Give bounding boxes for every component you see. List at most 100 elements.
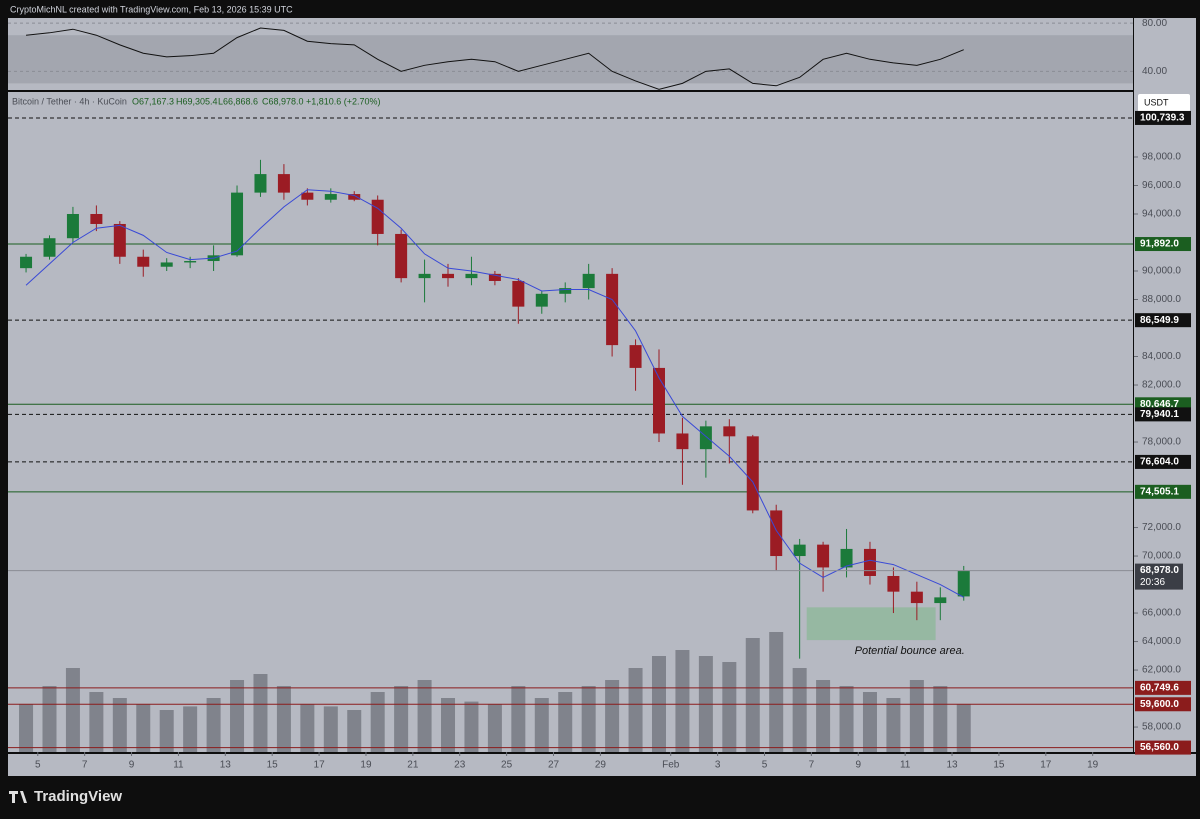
volume-bar — [792, 668, 807, 752]
y-tick-label: 66,000.0 — [1142, 608, 1181, 619]
volume-bar — [675, 650, 690, 752]
x-tick-label: 9 — [855, 760, 861, 771]
level-label: 76,604.0 — [1140, 457, 1179, 468]
candle-body — [699, 426, 712, 450]
candle-body — [676, 433, 689, 450]
x-tick-label: 17 — [1040, 760, 1052, 771]
volume-bar — [42, 686, 57, 752]
ohlc-low: L66,868.6 — [218, 96, 258, 106]
price-axis — [1134, 18, 1196, 752]
rsi-tick-label: 40.00 — [1142, 66, 1167, 77]
candle-body — [535, 293, 548, 307]
candle-body — [840, 548, 853, 568]
x-tick-label: 9 — [129, 760, 135, 771]
countdown: 20:36 — [1140, 577, 1165, 588]
candle-body — [43, 238, 56, 257]
rsi-line — [25, 27, 964, 90]
currency[interactable]: USDT — [1144, 97, 1169, 107]
credit: CryptoMichNL created with TradingView.co… — [10, 4, 293, 14]
level-label: 100,739.3 — [1140, 113, 1185, 124]
volume-bar — [112, 698, 127, 752]
candle-body — [418, 273, 431, 279]
candle-body — [652, 367, 665, 434]
candle-body — [817, 544, 830, 568]
candle-body — [160, 262, 173, 267]
volume-bar — [558, 692, 573, 752]
candle-body — [512, 280, 525, 307]
y-tick-label: 70,000.0 — [1142, 551, 1181, 562]
level-label: 79,940.1 — [1140, 409, 1179, 420]
ohlc-open: O67,167.3 — [132, 96, 174, 106]
x-tick-label: 7 — [809, 760, 815, 771]
candle-body — [20, 256, 33, 269]
level-label: 80,646.7 — [1140, 399, 1179, 410]
candle-body — [582, 273, 595, 289]
logo-icon — [9, 791, 27, 803]
candle-body — [629, 345, 642, 368]
currency-button[interactable] — [1138, 94, 1190, 112]
candle-body — [184, 261, 197, 263]
volume-bar — [230, 680, 245, 752]
y-tick-label: 72,000.0 — [1142, 522, 1181, 533]
symbol: Bitcoin / Tether · 4h · KuCoin — [12, 96, 127, 106]
level-badge — [1135, 313, 1191, 328]
level-label: 59,600.0 — [1140, 699, 1179, 710]
candle-body — [277, 174, 290, 193]
volume-bar — [159, 710, 174, 752]
x-tick-label: 19 — [1087, 760, 1099, 771]
volume-bar — [534, 698, 549, 752]
volume-bar — [816, 680, 831, 752]
candle-body — [957, 570, 970, 597]
candle-body — [746, 436, 759, 511]
level-label: 86,549.9 — [1140, 315, 1179, 326]
level-badge — [1135, 454, 1191, 469]
level-badge — [1135, 110, 1191, 125]
rsi-tick-label: 80.00 — [1142, 18, 1167, 29]
volume-bar — [89, 692, 104, 752]
x-tick-label: 13 — [220, 760, 232, 771]
x-tick-label: 13 — [946, 760, 958, 771]
x-tick-label: 5 — [35, 760, 41, 771]
ohlc-change: +1,810.6 (+2.70%) — [306, 96, 381, 106]
y-tick-label: 78,000.0 — [1142, 437, 1181, 448]
y-tick-label: 58,000.0 — [1142, 722, 1181, 733]
candle-body — [559, 288, 572, 294]
level-badge — [1135, 680, 1191, 695]
candle-body — [348, 194, 361, 200]
y-tick-label: 84,000.0 — [1142, 351, 1181, 362]
x-tick-label: Feb — [662, 760, 680, 771]
last-price-badge — [1135, 563, 1183, 590]
candle-body — [910, 591, 923, 604]
volume-bar — [276, 686, 291, 752]
level-label: 74,505.1 — [1140, 486, 1179, 497]
candle-body — [606, 273, 619, 346]
candle-body — [488, 273, 501, 281]
x-tick-label: 17 — [314, 760, 326, 771]
volume-bar — [886, 698, 901, 752]
level-badge — [1135, 740, 1191, 755]
volume-bar — [370, 692, 385, 752]
candle-body — [66, 213, 79, 239]
last-price-label: 68,978.0 — [1140, 565, 1179, 576]
candle-body — [254, 174, 267, 193]
level-badge — [1135, 407, 1191, 422]
x-tick-label: 11 — [173, 760, 184, 771]
x-tick-label: 29 — [595, 760, 607, 771]
y-tick-label: 90,000.0 — [1142, 266, 1181, 277]
y-tick-label: 96,000.0 — [1142, 180, 1181, 191]
volume-bar — [417, 680, 432, 752]
candle-body — [395, 233, 408, 279]
volume-bar — [206, 698, 221, 752]
volume-bar — [19, 704, 34, 752]
candle-body — [113, 223, 126, 257]
volume-bar — [839, 686, 854, 752]
y-tick-label: 94,000.0 — [1142, 209, 1181, 220]
volume-bar — [769, 632, 784, 752]
volume-bar — [933, 686, 948, 752]
volume-bar — [323, 706, 338, 752]
y-tick-label: 64,000.0 — [1142, 636, 1181, 647]
level-badge — [1135, 697, 1191, 712]
volume-bar — [300, 704, 315, 752]
bounce-zone — [806, 607, 936, 641]
level-badge — [1135, 237, 1191, 252]
